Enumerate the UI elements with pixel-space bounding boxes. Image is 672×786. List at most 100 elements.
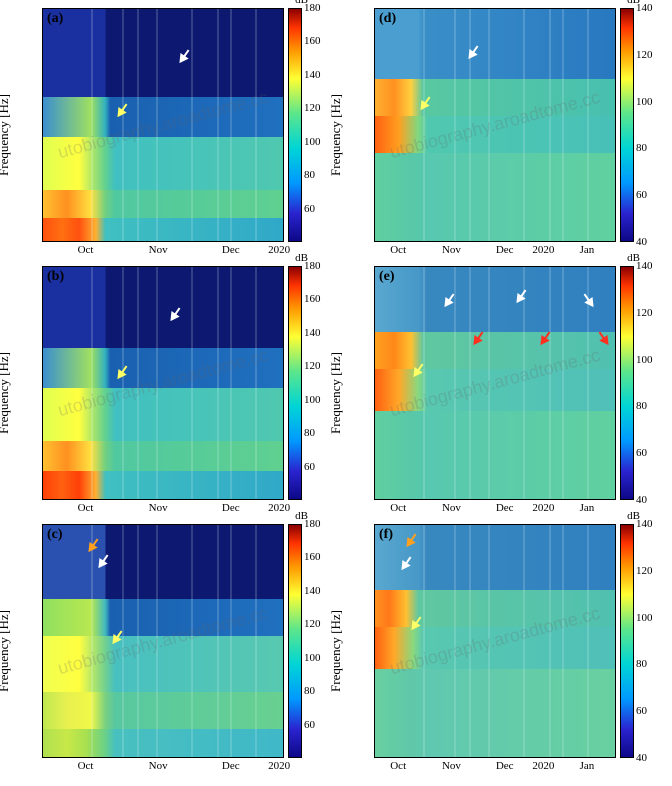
panel-e: Frequency [Hz](e)utobiography.aroadtome.… [340, 266, 664, 520]
x-tick: 2020 [268, 502, 290, 514]
spectrogram-plot: (a)utobiography.aroadtome.cc0.1110 [42, 8, 284, 242]
x-tick: Oct [390, 244, 406, 256]
panel-a: Frequency [Hz](a)utobiography.aroadtome.… [8, 8, 332, 262]
colorbar-tick: 80 [636, 142, 647, 154]
x-tick: 2020 [268, 244, 290, 256]
colorbar: dB406080100120140 [620, 8, 634, 242]
x-tick: Oct [78, 760, 94, 772]
colorbar: dB6080100120140160180 [288, 266, 302, 500]
colorbar-tick: 160 [304, 293, 321, 305]
panel-label: (b) [47, 269, 64, 285]
panel-f: Frequency [Hz](f)utobiography.aroadtome.… [340, 524, 664, 778]
x-tick: Jan [580, 244, 595, 256]
spectrogram-plot: (d)utobiography.aroadtome.cc0.1110 [374, 8, 616, 242]
x-axis: Oct Nov Dec 2020 Jan [374, 758, 616, 778]
colorbar-tick: 140 [304, 327, 321, 339]
x-tick: Nov [149, 244, 168, 256]
x-tick: Nov [149, 760, 168, 772]
x-tick: Oct [78, 502, 94, 514]
colorbar-tick: 100 [636, 354, 653, 366]
colorbar: dB6080100120140160180 [288, 524, 302, 758]
colorbar-tick: 60 [636, 705, 647, 717]
colorbar-tick: 120 [636, 49, 653, 61]
colorbar-tick: 100 [304, 394, 321, 406]
colorbar-tick: 180 [304, 518, 321, 530]
panel-label: (c) [47, 527, 63, 543]
panel-label: (e) [379, 269, 395, 285]
x-tick: Jan [580, 502, 595, 514]
x-axis: Oct Nov Dec 2020 Jan [374, 242, 616, 262]
x-axis: OctNovDec2020 [42, 500, 284, 520]
colorbar-tick: 100 [636, 612, 653, 624]
colorbar-tick: 40 [636, 752, 647, 764]
x-tick: Nov [442, 760, 461, 772]
figure-grid: Frequency [Hz] (a)utobiography.aroadtome.… [8, 8, 664, 778]
colorbar-tick: 60 [636, 447, 647, 459]
colorbar-tick: 140 [636, 518, 653, 530]
x-tick: 2020 [268, 760, 290, 772]
colorbar-tick: 80 [304, 169, 315, 181]
colorbar-tick: 180 [304, 260, 321, 272]
y-axis-label: Frequency [Hz] [328, 94, 344, 176]
colorbar-tick: 60 [304, 203, 315, 215]
colorbar-tick: 40 [636, 236, 647, 248]
x-tick: Dec [496, 760, 514, 772]
colorbar-tick: 120 [304, 102, 321, 114]
x-tick: Oct [390, 502, 406, 514]
panel-label: (f) [379, 527, 393, 543]
x-tick: Nov [442, 502, 461, 514]
colorbar-tick: 120 [304, 360, 321, 372]
colorbar-tick: 120 [304, 618, 321, 630]
colorbar-tick: 80 [304, 427, 315, 439]
colorbar-tick: 100 [304, 652, 321, 664]
y-axis-label: Frequency [Hz] [0, 610, 12, 692]
x-tick: Dec [222, 244, 240, 256]
x-tick: Dec [222, 760, 240, 772]
x-tick: Nov [149, 502, 168, 514]
colorbar: dB406080100120140 [620, 266, 634, 500]
colorbar-tick: 140 [636, 2, 653, 14]
colorbar-tick: 160 [304, 35, 321, 47]
x-tick: Nov [442, 244, 461, 256]
x-tick: 2020 [532, 502, 554, 514]
panel-b: Frequency [Hz](b)utobiography.aroadtome.… [8, 266, 332, 520]
y-axis-label: Frequency [Hz] [0, 352, 12, 434]
x-tick: Dec [496, 502, 514, 514]
colorbar-tick: 80 [636, 658, 647, 670]
colorbar-tick: 100 [304, 136, 321, 148]
colorbar-tick: 60 [636, 189, 647, 201]
spectrogram-plot: (e)utobiography.aroadtome.cc0.1110 [374, 266, 616, 500]
y-axis-label: Frequency [Hz] [328, 352, 344, 434]
colorbar-tick: 160 [304, 551, 321, 563]
x-tick: Dec [496, 244, 514, 256]
x-axis: OctNovDec2020 [42, 242, 284, 262]
colorbar-tick: 80 [304, 685, 315, 697]
y-axis-label: Frequency [Hz] [0, 94, 12, 176]
spectrogram-plot: (c)utobiography.aroadtome.cc0.1110 [42, 524, 284, 758]
colorbar-tick: 120 [636, 307, 653, 319]
panel-label: (d) [379, 11, 396, 27]
colorbar: dB6080100120140160180 [288, 8, 302, 242]
x-tick: 2020 [532, 760, 554, 772]
y-axis-label: Frequency [Hz] [328, 610, 344, 692]
x-tick: Jan [580, 760, 595, 772]
colorbar-tick: 80 [636, 400, 647, 412]
panel-c: Frequency [Hz](c)utobiography.aroadtome.… [8, 524, 332, 778]
panel-label: (a) [47, 11, 63, 27]
x-tick: Oct [390, 760, 406, 772]
colorbar: dB406080100120140 [620, 524, 634, 758]
colorbar-tick: 140 [304, 69, 321, 81]
spectrogram-plot: (f)utobiography.aroadtome.cc0.1110 [374, 524, 616, 758]
colorbar-tick: 140 [636, 260, 653, 272]
colorbar-tick: 180 [304, 2, 321, 14]
x-tick: 2020 [532, 244, 554, 256]
colorbar-tick: 60 [304, 461, 315, 473]
colorbar-tick: 120 [636, 565, 653, 577]
colorbar-tick: 140 [304, 585, 321, 597]
colorbar-tick: 60 [304, 719, 315, 731]
colorbar-tick: 100 [636, 96, 653, 108]
panel-d: Frequency [Hz](d)utobiography.aroadtome.… [340, 8, 664, 262]
x-axis: Oct Nov Dec 2020 Jan [374, 500, 616, 520]
x-axis: OctNovDec2020 [42, 758, 284, 778]
x-tick: Dec [222, 502, 240, 514]
